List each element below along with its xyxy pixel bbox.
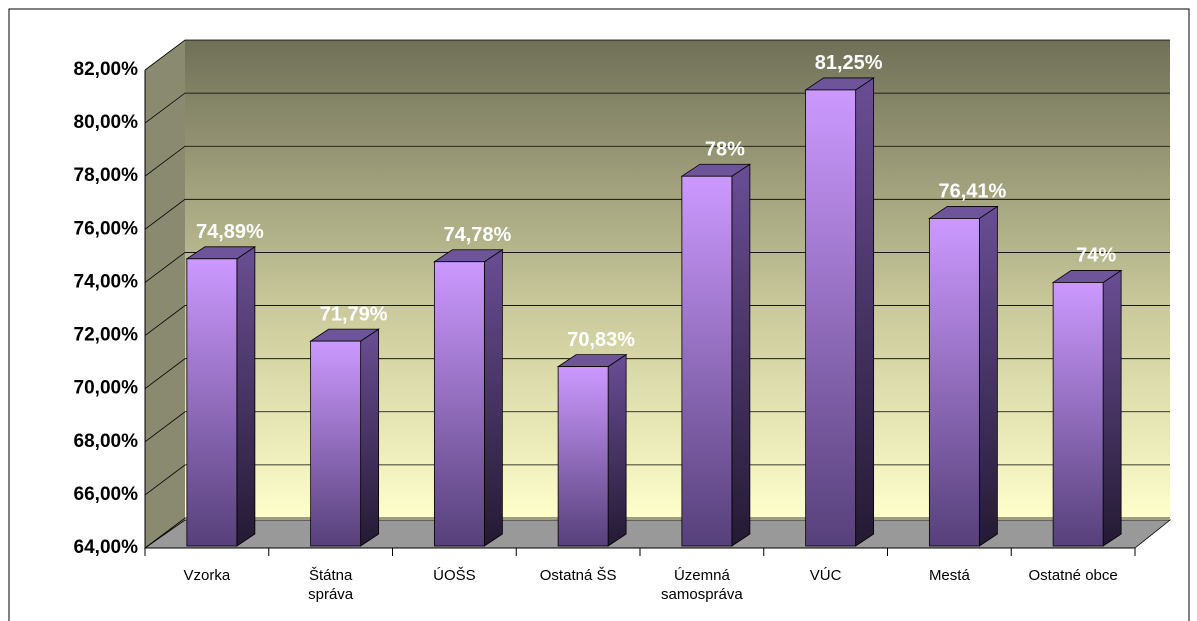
bar	[805, 89, 857, 547]
frame	[8, 8, 1190, 621]
bar	[557, 366, 609, 547]
x-tick-label: Ostatné obce	[1028, 567, 1118, 584]
bar-side	[236, 246, 256, 547]
bar	[928, 218, 980, 547]
bar-side	[1102, 269, 1122, 547]
y-tick-label: 68,00%	[74, 431, 139, 452]
value-label: 74,89%	[196, 221, 264, 243]
floor	[143, 519, 1172, 549]
bar-side	[360, 328, 380, 547]
value-label: 76,41%	[938, 181, 1006, 203]
x-tick-label: Mestá	[928, 567, 970, 584]
y-tick-label: 78,00%	[74, 165, 139, 186]
x-tick-label: ÚOŠS	[433, 567, 476, 584]
x-tick-label: Štátna správa	[308, 567, 354, 603]
y-tick-label: 70,00%	[74, 378, 139, 399]
y-tick-label: 80,00%	[74, 112, 139, 133]
value-label: 74,78%	[443, 224, 511, 246]
value-label: 74%	[1076, 245, 1116, 267]
value-label: 81,25%	[815, 52, 883, 74]
bar-side	[483, 248, 503, 547]
bar-side	[978, 205, 998, 547]
y-tick-label: 64,00%	[74, 537, 139, 558]
bar	[433, 261, 485, 547]
grid-line	[144, 39, 1170, 71]
y-tick-label: 82,00%	[74, 59, 139, 80]
y-tick-label: 66,00%	[74, 484, 139, 505]
value-label: 70,83%	[567, 329, 635, 351]
bar	[681, 175, 733, 547]
y-tick-label: 72,00%	[74, 325, 139, 346]
x-tick-label: Ostatná ŠS	[539, 567, 617, 584]
y-tick-label: 74,00%	[74, 271, 139, 292]
value-label: 78%	[705, 139, 745, 161]
y-tick-label: 76,00%	[74, 218, 139, 239]
x-tick-label: Územná samospráva	[661, 567, 743, 603]
bar-side	[731, 163, 751, 547]
bar	[186, 258, 238, 547]
x-tick-label: Vzorka	[183, 567, 231, 584]
x-tick-label: VÚC	[809, 567, 842, 584]
side-wall	[145, 40, 185, 548]
value-label: 71,79%	[320, 303, 388, 325]
bar	[1052, 282, 1104, 547]
back-wall	[185, 40, 1170, 520]
bar	[310, 340, 362, 547]
bar-side	[607, 353, 627, 547]
bar-side	[855, 77, 875, 547]
